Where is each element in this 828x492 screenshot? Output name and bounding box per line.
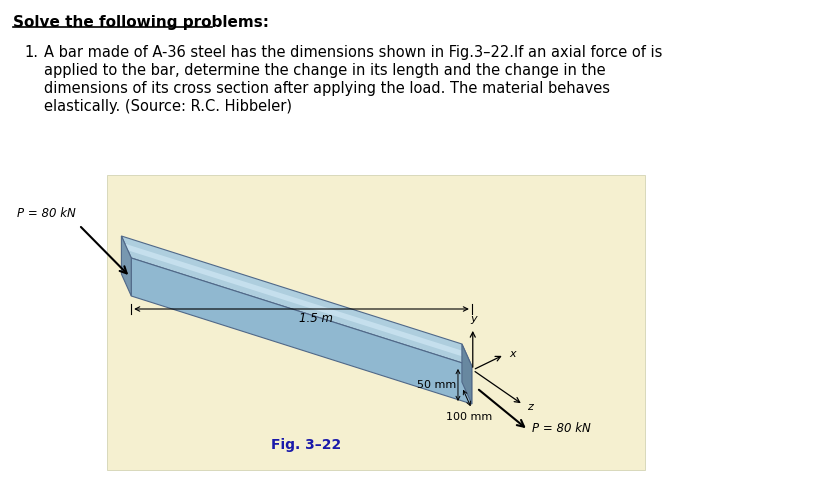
Polygon shape — [121, 236, 471, 366]
Text: P = 80 kN: P = 80 kN — [532, 423, 590, 435]
Text: dimensions of its cross section after applying the load. The material behaves: dimensions of its cross section after ap… — [45, 81, 609, 96]
Polygon shape — [131, 258, 471, 404]
Polygon shape — [461, 344, 471, 404]
Text: x: x — [508, 349, 515, 359]
Text: P = 80 kN: P = 80 kN — [17, 207, 76, 220]
Text: 100 mm: 100 mm — [445, 412, 491, 422]
Text: Solve the following problems:: Solve the following problems: — [12, 15, 268, 30]
Text: A bar made of A-36 steel has the dimensions shown in Fig.3–22.If an axial force : A bar made of A-36 steel has the dimensi… — [45, 45, 662, 60]
FancyBboxPatch shape — [107, 175, 643, 470]
Text: 1.: 1. — [25, 45, 39, 60]
Text: z: z — [527, 402, 532, 412]
Text: y: y — [469, 314, 476, 324]
Polygon shape — [121, 236, 131, 296]
Text: elastically. (Source: R.C. Hibbeler): elastically. (Source: R.C. Hibbeler) — [45, 99, 292, 114]
Polygon shape — [125, 244, 468, 358]
Text: 50 mm: 50 mm — [416, 380, 455, 390]
Text: 1.5 m: 1.5 m — [299, 312, 333, 325]
Text: applied to the bar, determine the change in its length and the change in the: applied to the bar, determine the change… — [45, 63, 605, 78]
Text: Fig. 3–22: Fig. 3–22 — [270, 438, 340, 452]
